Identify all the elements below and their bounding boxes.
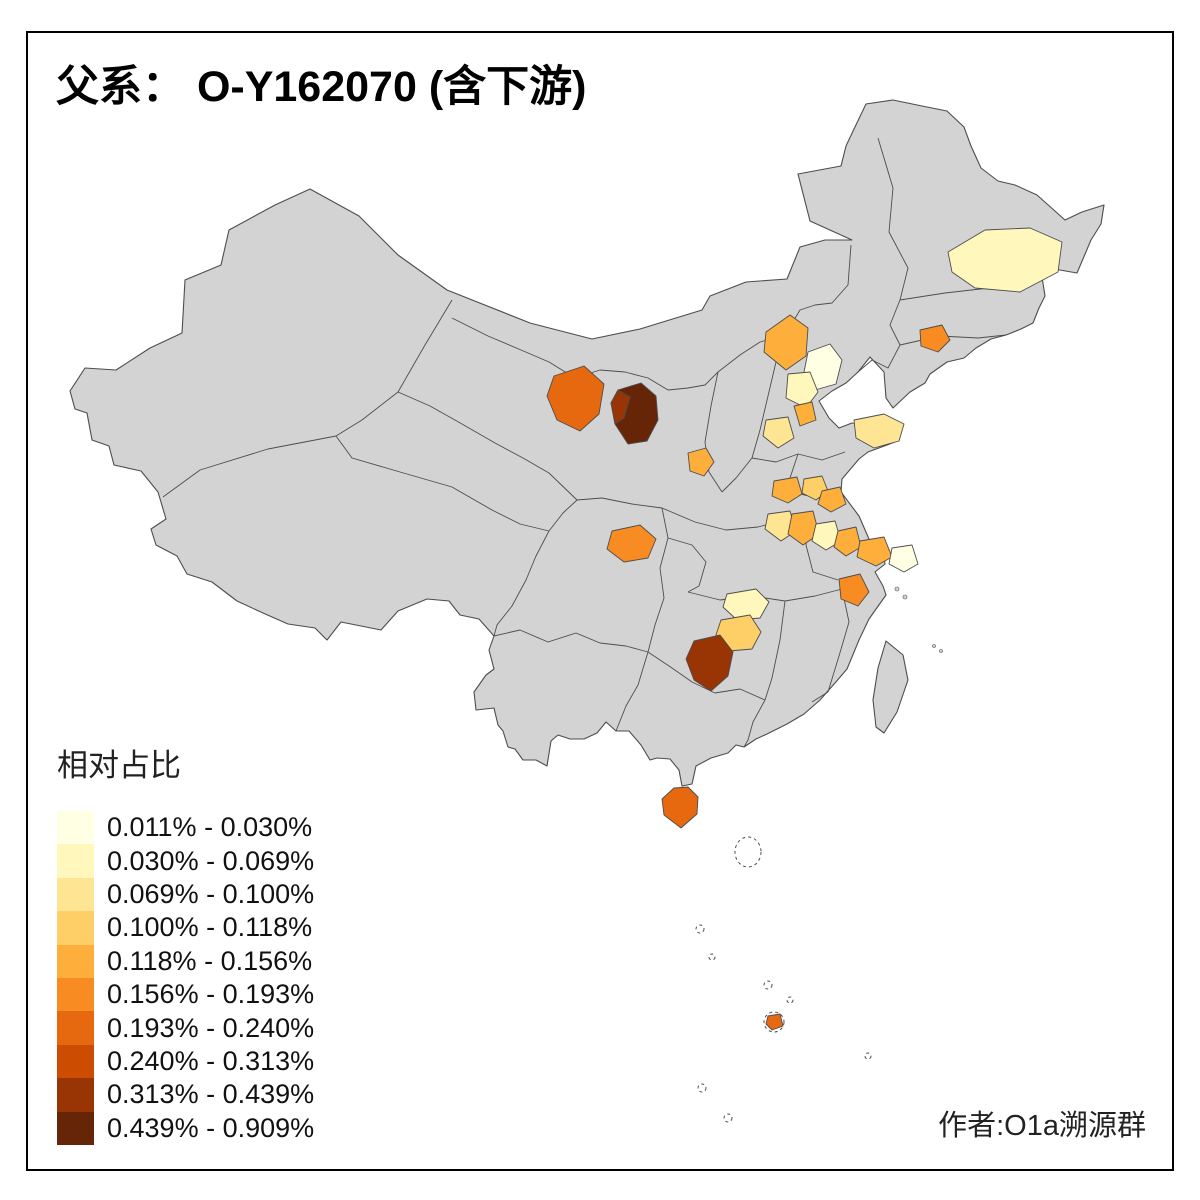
highlight-region-central-orange (787, 510, 820, 546)
legend-row: 0.069% - 0.100% (57, 877, 315, 912)
province-boundary (743, 699, 766, 748)
highlight-region-shanghai (888, 544, 919, 573)
legend-row: 0.011% - 0.030% (57, 811, 314, 845)
coastal-islet (894, 586, 900, 592)
legend-swatch (57, 877, 94, 912)
china-mainland-outline (69, 99, 1105, 787)
legend-row: 0.439% - 0.909% (57, 1111, 315, 1145)
highlight-region-gansu (546, 365, 605, 432)
province-boundary (647, 651, 766, 701)
highlight-region-central-pale (811, 520, 842, 551)
legend-swatch (57, 977, 94, 1012)
highlight-region-beijing (803, 343, 843, 391)
highlight-region-shandong (853, 413, 905, 449)
coastal-islet (939, 649, 943, 653)
taiwan-island (872, 640, 909, 734)
highlight-region-hunan-amber (715, 614, 762, 652)
legend-swatch (57, 1078, 94, 1112)
legend-label: 0.030% - 0.069% (107, 845, 315, 876)
legend-swatch (57, 1011, 94, 1045)
dashed-island-outline (695, 924, 705, 934)
highlight-region-taihu (856, 536, 893, 567)
dashed-island-outline (864, 1052, 872, 1060)
legend-row: 0.100% - 0.118% (57, 911, 314, 945)
legend-row: 0.030% - 0.069% (57, 844, 315, 878)
legend-swatch (57, 1044, 94, 1079)
dashed-island-outline (763, 1011, 785, 1033)
coastal-islet (932, 644, 936, 648)
province-boundary (877, 137, 909, 301)
legend-swatch (57, 811, 94, 845)
legend-title: 相对占比 (57, 748, 181, 783)
province-boundary (687, 588, 843, 602)
province-boundary (857, 299, 901, 373)
highlight-region-nanjing (833, 526, 862, 557)
legend-row: 0.156% - 0.193% (57, 977, 315, 1012)
highlight-region-southeast (838, 573, 870, 607)
province-boundary (704, 371, 723, 493)
legend-label: 0.193% - 0.240% (107, 1012, 315, 1043)
province-boundary (764, 600, 786, 701)
coastal-islet (902, 594, 908, 600)
legend-swatch (57, 911, 94, 945)
province-boundary (397, 391, 578, 501)
legend-row: 0.313% - 0.439% (57, 1078, 315, 1112)
province-boundary (667, 537, 707, 593)
highlight-region-hebei-yellow (762, 416, 795, 449)
dashed-island-outline (697, 1083, 707, 1093)
legend-label: 0.313% - 0.439% (107, 1079, 315, 1110)
province-boundary (647, 507, 669, 653)
highlight-region-guizhou-dark (685, 634, 734, 692)
highlight-region-henan (687, 447, 715, 477)
province-boundary (162, 299, 453, 498)
highlight-region-ningxia-edge (610, 389, 631, 425)
highlight-region-north (763, 314, 809, 371)
province-boundary (548, 499, 578, 532)
legend-label: 0.100% - 0.118% (107, 912, 313, 943)
province-boundary (574, 244, 852, 391)
legend: 相对占比 0.011% - 0.030% 0.030% - 0.069% 0.0… (57, 740, 314, 1145)
highlight-region-hebei-pale (785, 371, 819, 409)
highlight-region-hunan-pale (722, 588, 770, 621)
province-boundary (335, 435, 550, 532)
highlight-region-northeast (947, 227, 1063, 293)
highlight-region-central-east-3 (817, 486, 847, 513)
legend-label: 0.156% - 0.193% (107, 979, 315, 1010)
province-boundary (576, 497, 696, 523)
legend-label: 0.439% - 0.909% (107, 1112, 315, 1143)
highlight-region-central-east-1 (771, 476, 803, 504)
highlight-region-liaoning (919, 324, 951, 353)
province-boundary (451, 317, 576, 379)
legend-row: 0.193% - 0.240% (57, 1011, 315, 1045)
dashed-island-outline (763, 980, 773, 990)
legend-row: 0.240% - 0.313% (57, 1044, 315, 1079)
legend-label: 0.240% - 0.313% (107, 1045, 315, 1076)
legend-label: 0.069% - 0.100% (107, 878, 315, 909)
province-boundary (811, 588, 850, 703)
dashed-island-outline (734, 836, 762, 868)
dashed-island-outline (723, 1113, 733, 1123)
legend-swatch (57, 844, 94, 878)
dashed-island-outline (708, 953, 716, 961)
legend-row: 0.118% - 0.156% (57, 944, 314, 978)
author-credit: 作者:O1a溯源群 (938, 1110, 1146, 1142)
figure-title: 父系： O-Y162070 (含下游) (56, 63, 587, 111)
highlight-region-hebei-small (793, 401, 817, 427)
highlight-region-chengdu (606, 524, 657, 563)
dashed-island-outline (786, 996, 794, 1004)
legend-swatch (57, 1111, 94, 1145)
legend-label: 0.118% - 0.156% (107, 945, 313, 976)
legend-label: 0.011% - 0.030% (107, 812, 313, 843)
highlight-region-scs-islet (765, 1013, 784, 1031)
province-boundary (899, 334, 1007, 346)
highlight-region-hainan (661, 786, 699, 829)
province-boundary (493, 530, 550, 637)
province-boundary (493, 629, 649, 653)
legend-swatch (57, 944, 94, 978)
province-boundary (721, 457, 753, 493)
province-boundary (615, 651, 649, 732)
